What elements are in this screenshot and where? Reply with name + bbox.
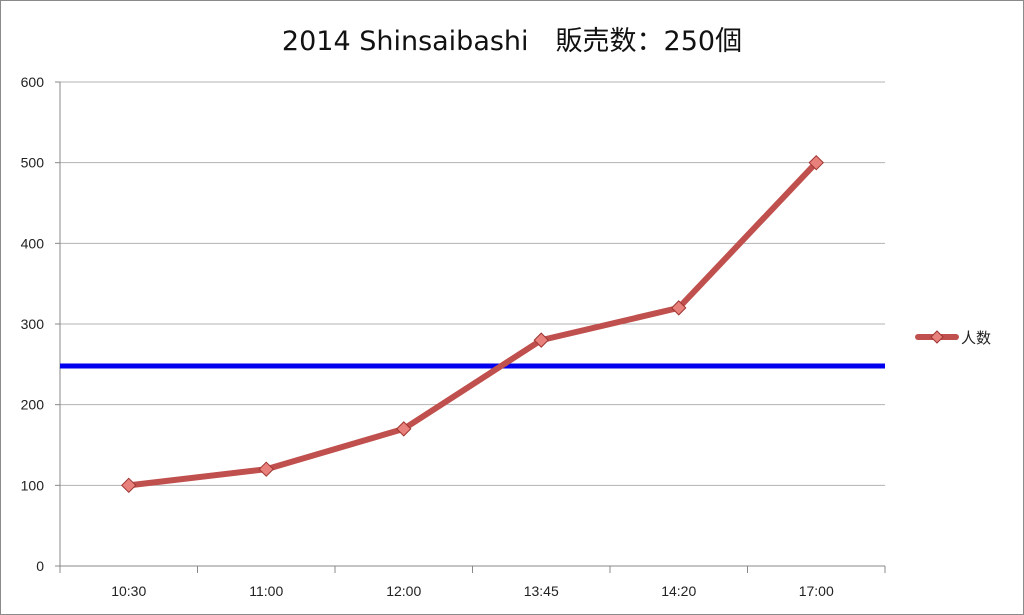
- data-point: [808, 154, 824, 171]
- data-point: [671, 300, 687, 316]
- data-point: [396, 421, 412, 437]
- gridlines: [60, 81, 885, 486]
- y-tick-label: 300: [21, 316, 45, 332]
- legend: 人数: [915, 329, 991, 347]
- data-point: [533, 332, 549, 348]
- y-tick-label: 500: [21, 155, 45, 171]
- data-point: [258, 461, 274, 477]
- x-tick-label: 14:20: [661, 583, 696, 599]
- chart-title: 2014 Shinsaibashi 販売数：250個: [282, 26, 742, 57]
- y-tick-label: 100: [21, 477, 45, 493]
- data-point: [121, 477, 137, 494]
- legend-label: 人数: [961, 329, 991, 347]
- y-tick-label: 200: [21, 397, 45, 413]
- series-group: [121, 154, 824, 494]
- y-axis-ticks: 0 100 200 300 400 500 600: [21, 74, 60, 574]
- series-line: [125, 159, 820, 489]
- x-tick-label: 12:00: [386, 583, 421, 599]
- x-tick-label: 17:00: [799, 583, 834, 599]
- y-tick-label: 0: [36, 558, 44, 574]
- y-tick-label: 400: [21, 235, 45, 251]
- x-tick-label: 13:45: [524, 583, 559, 599]
- x-axis-ticks: 10:30 11:00 12:00 13:45 14:20 17:00: [59, 566, 886, 599]
- x-tick-label: 10:30: [111, 583, 146, 599]
- x-tick-label: 11:00: [249, 583, 283, 599]
- y-tick-label: 600: [21, 74, 45, 90]
- legend-swatch-marker: [930, 330, 944, 344]
